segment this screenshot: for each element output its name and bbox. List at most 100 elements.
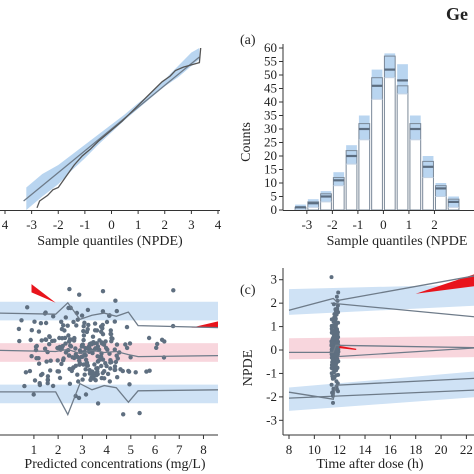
pred-point	[121, 412, 126, 417]
pred-point	[82, 320, 87, 325]
pred-point	[59, 361, 64, 367]
time-point	[329, 275, 334, 280]
time-point	[331, 345, 335, 350]
qq-panel: 4 -3 -2 -1 0 1 2 3 4 Sample quantiles (NPDE)	[0, 47, 222, 249]
pred-point	[87, 371, 93, 376]
pred-point	[95, 354, 100, 359]
time-point	[331, 302, 336, 307]
time-x-tick-label: 20	[435, 442, 448, 457]
time-point	[334, 294, 339, 299]
pred-point	[29, 354, 34, 359]
pred-point	[90, 334, 96, 339]
pred-x-tick-label: 4	[103, 442, 110, 457]
pred-point	[112, 367, 117, 373]
pred-point	[112, 319, 118, 324]
time-point	[333, 336, 338, 340]
hist-y-tick-label: 60	[264, 40, 277, 55]
pred-point	[71, 338, 77, 343]
hist-y-tick-label: 5	[271, 189, 278, 204]
hist-x-tick-label: 1	[406, 217, 413, 232]
pred-point	[114, 308, 120, 314]
pred-plot-area	[0, 284, 219, 436]
time-point	[334, 379, 339, 384]
time-median-line	[289, 344, 474, 354]
pred-point	[60, 336, 65, 341]
pred-point	[114, 353, 119, 358]
pred-point	[81, 337, 86, 343]
pred-point	[90, 350, 95, 356]
pred-x-tick-label: 2	[55, 442, 62, 457]
pred-point	[73, 346, 78, 351]
time-point	[329, 341, 334, 346]
pred-point	[36, 329, 42, 334]
time-point	[335, 303, 340, 308]
pred-point	[52, 338, 57, 343]
pred-point	[100, 370, 106, 376]
pred-point	[61, 323, 66, 328]
pred-x-tick-label: 7	[176, 442, 183, 457]
pred-point	[80, 354, 85, 359]
pred-point	[25, 305, 30, 310]
time-x-tick-label: 12	[333, 442, 346, 457]
hist-y-tick-label: 55	[264, 54, 277, 69]
qq-x-tick-label: 0	[108, 217, 115, 232]
time-point	[330, 327, 334, 332]
time-y-tick-label: 0	[271, 342, 278, 357]
pred-point	[68, 343, 73, 348]
pred-point	[115, 375, 120, 380]
time-trend-line	[330, 302, 474, 318]
pred-point	[112, 364, 118, 369]
qq-x-tick-label: -2	[53, 217, 64, 232]
time-x-tick-label: 22	[460, 442, 473, 457]
pred-point	[44, 359, 49, 364]
pred-point	[79, 313, 85, 318]
pred-point	[147, 368, 152, 373]
pred-point	[89, 342, 94, 347]
hist-plot-area	[282, 44, 474, 211]
pred-point	[87, 367, 92, 373]
pred-point	[94, 366, 99, 371]
qq-sample-line	[36, 47, 202, 209]
time-pi-band	[289, 371, 474, 411]
pred-point	[77, 362, 82, 367]
pred-point	[113, 359, 119, 365]
pred-point	[22, 383, 27, 389]
pred-point	[19, 318, 24, 323]
pred-point	[34, 356, 39, 361]
pred-point	[108, 360, 113, 365]
pred-point	[74, 323, 79, 328]
qq-x-tick-label: 2	[162, 217, 169, 232]
pred-point	[137, 410, 142, 416]
time-point	[332, 330, 337, 335]
hist-band	[371, 69, 383, 100]
pred-point	[103, 345, 109, 351]
time-point	[330, 366, 334, 371]
pred-point	[57, 344, 62, 350]
time-x-label: Time after dose (h)	[316, 457, 424, 472]
time-panel-label: (c)	[240, 283, 256, 298]
pred-point	[62, 328, 67, 333]
pred-point	[108, 331, 114, 337]
qq-x-tick-label: -1	[79, 217, 90, 232]
pred-lower-line	[0, 382, 219, 417]
pred-point	[83, 367, 88, 372]
pred-x-tick-label: 6	[152, 442, 159, 457]
pred-point	[39, 338, 44, 343]
hist-band	[384, 53, 396, 78]
pred-point	[66, 339, 72, 344]
time-upper-line	[288, 275, 474, 311]
pred-point	[120, 368, 126, 374]
time-y-tick-label: 3	[271, 272, 278, 287]
time-point	[335, 327, 339, 332]
pred-point	[45, 381, 50, 386]
pred-point	[92, 321, 98, 326]
time-y-label: NPDE	[241, 350, 256, 387]
time-point	[332, 323, 337, 328]
pred-point	[84, 329, 90, 335]
pred-point	[112, 347, 118, 352]
pred-point	[103, 361, 108, 366]
pred-point	[61, 356, 66, 361]
pred-point	[81, 328, 86, 334]
